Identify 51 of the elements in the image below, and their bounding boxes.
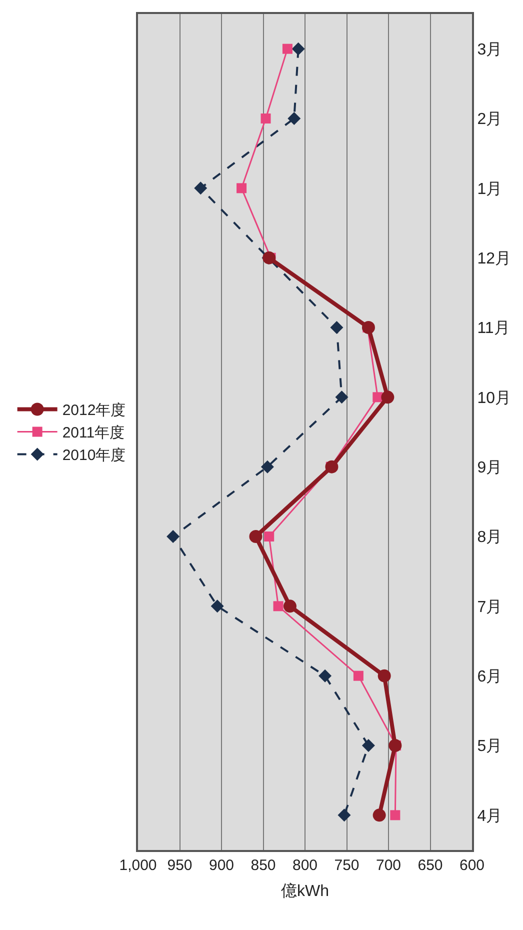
- point: [362, 739, 375, 752]
- y-tick-label: 4月: [477, 808, 502, 825]
- point: [283, 600, 296, 613]
- point: [273, 601, 284, 612]
- y-tick-label: 11月: [477, 320, 510, 338]
- point: [260, 460, 274, 474]
- point: [210, 600, 224, 613]
- point: [236, 183, 247, 194]
- y-tick-label: 10月: [477, 390, 511, 407]
- y-tick-label: 3月: [477, 41, 502, 58]
- point: [166, 530, 180, 543]
- point: [372, 808, 386, 822]
- point: [390, 810, 400, 820]
- point: [388, 739, 402, 752]
- legend-label: 2012年度: [62, 402, 126, 420]
- y-tick-label: 5月: [477, 738, 502, 756]
- point: [353, 670, 364, 681]
- y-tick-label: 8月: [477, 529, 502, 546]
- x-tick-label: 950: [167, 857, 192, 874]
- point: [381, 390, 394, 404]
- point: [318, 669, 332, 682]
- point: [330, 321, 344, 334]
- x-tick-label: 800: [292, 857, 318, 874]
- point: [372, 392, 383, 402]
- y-tick-label: 2月: [477, 111, 502, 128]
- x-tick-label: 850: [250, 857, 276, 874]
- y-tick-label: 12月: [477, 250, 511, 268]
- y-tick-label: 6月: [477, 668, 502, 686]
- point: [338, 808, 351, 822]
- point: [378, 669, 391, 682]
- point: [325, 460, 338, 474]
- x-tick-label: 750: [334, 857, 360, 874]
- x-tick-label: 1,000: [119, 857, 157, 874]
- legend-label: 2011年度: [62, 424, 125, 442]
- legend-label: 2010年度: [62, 447, 126, 464]
- point: [292, 42, 305, 56]
- x-axis-title: 億kWh: [281, 882, 329, 900]
- x-tick-label: 600: [459, 857, 485, 874]
- point: [249, 530, 262, 543]
- point: [194, 182, 208, 195]
- y-tick-label: 1月: [477, 180, 502, 198]
- point: [282, 44, 292, 54]
- x-tick-label: 900: [208, 857, 234, 874]
- point: [335, 390, 348, 404]
- y-tick-label: 9月: [477, 459, 502, 476]
- point: [260, 114, 271, 124]
- x-tick-label: 700: [376, 857, 402, 874]
- y-tick-label: 7月: [477, 598, 502, 616]
- point: [264, 532, 274, 542]
- point: [288, 112, 301, 125]
- x-tick-label: 650: [418, 857, 443, 874]
